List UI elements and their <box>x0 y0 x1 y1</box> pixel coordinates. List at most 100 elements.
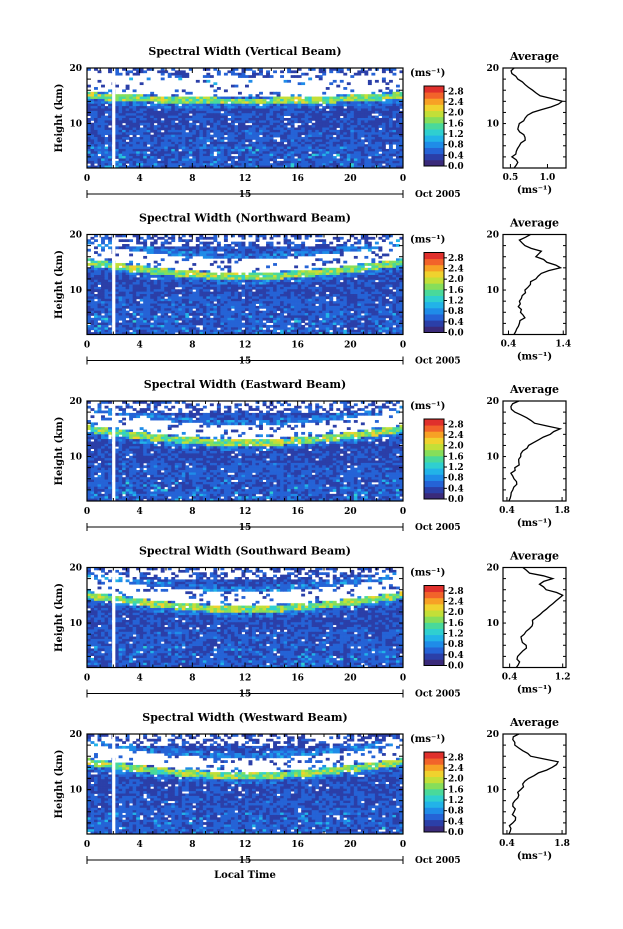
colorbar-segment <box>424 98 444 105</box>
heatmap-cell <box>325 141 330 145</box>
heatmap-cell <box>343 118 348 121</box>
heatmap-cell <box>339 101 344 105</box>
heatmap-cell <box>325 244 330 247</box>
heatmap-cell <box>87 132 91 136</box>
heatmap-cell <box>395 106 400 109</box>
heatmap-cell <box>399 70 404 74</box>
heatmap-cell <box>185 91 190 95</box>
heatmap-cell <box>336 151 341 155</box>
heatmap-cell <box>143 241 148 245</box>
heatmap-cell <box>357 279 362 283</box>
heatmap-cell <box>252 241 256 245</box>
heatmap-cell <box>185 137 190 140</box>
heatmap-cell <box>185 301 190 304</box>
heatmap-cell <box>227 153 232 157</box>
heatmap-cell <box>227 134 232 138</box>
heatmap-cell <box>136 303 141 307</box>
heatmap-cell <box>332 160 337 164</box>
heatmap-cell <box>202 122 207 126</box>
heatmap-cell <box>157 165 162 169</box>
heatmap-cell <box>192 103 197 107</box>
heatmap-cell <box>266 244 270 247</box>
heatmap-cell <box>125 279 130 283</box>
heatmap-cell <box>378 96 383 100</box>
heatmap-cell <box>283 106 288 109</box>
heatmap-cell <box>311 108 316 112</box>
heatmap-cell <box>280 251 285 254</box>
heatmap-cell <box>357 274 362 278</box>
heatmap-cell <box>329 144 334 147</box>
heatmap-cell <box>360 108 365 112</box>
heatmap-cell <box>167 146 172 150</box>
heatmap-cell <box>101 298 105 302</box>
heatmap-cell <box>90 301 95 304</box>
heatmap-cell <box>132 96 137 100</box>
heatmap-cell <box>181 153 186 157</box>
heatmap-cell <box>346 274 351 278</box>
heatmap-cell <box>94 141 98 145</box>
heatmap-cell <box>178 72 183 76</box>
heatmap-cell <box>174 303 179 307</box>
heatmap-cell <box>255 151 260 155</box>
heatmap-cell <box>336 165 341 169</box>
heatmap-cell <box>237 148 242 152</box>
heatmap-cell <box>220 156 225 159</box>
heatmap-cell <box>227 96 232 100</box>
heatmap-cell <box>150 289 155 293</box>
heatmap-cell <box>108 241 112 245</box>
heatmap-cell <box>343 96 348 100</box>
heatmap-cell <box>167 122 172 126</box>
heatmap-cell <box>94 129 98 133</box>
heatmap-cell <box>234 289 239 293</box>
heatmap-cell <box>227 272 232 276</box>
heatmap-cell <box>378 106 383 109</box>
heatmap-cell <box>125 134 130 138</box>
heatmap-cell <box>378 137 383 140</box>
heatmap-cell <box>213 127 218 131</box>
heatmap-cell <box>374 137 379 140</box>
heatmap-cell <box>104 267 109 271</box>
heatmap-cell <box>150 91 155 95</box>
heatmap-cell <box>164 110 169 114</box>
heatmap-cell <box>171 98 176 102</box>
heatmap-cell <box>202 303 207 307</box>
heatmap-cell <box>297 101 302 105</box>
heatmap-cell <box>353 282 358 285</box>
heatmap-cell <box>213 248 218 252</box>
heatmap-cell <box>311 110 316 114</box>
heatmap-cell <box>304 296 309 300</box>
heatmap-cell <box>178 239 183 243</box>
heatmap-cell <box>350 272 355 276</box>
heatmap-cell <box>283 270 288 273</box>
heatmap-cell <box>252 103 256 107</box>
heatmap-cell <box>160 115 165 119</box>
heatmap-cell <box>167 129 172 133</box>
heatmap-cell <box>97 115 102 119</box>
heatmap-cell <box>262 277 267 281</box>
heatmap-cell <box>118 101 123 105</box>
heatmap-cell <box>262 113 267 117</box>
heatmap-cell <box>139 70 144 74</box>
heatmap-cell <box>97 103 102 107</box>
colorbar-segment <box>424 153 444 161</box>
colorbar-tick-label: 0.0 <box>448 162 464 172</box>
heatmap-cell <box>125 298 130 302</box>
heatmap-cell <box>290 156 295 159</box>
heatmap-cell <box>118 277 123 281</box>
heatmap-cell <box>97 305 102 309</box>
heatmap-cell <box>206 165 211 169</box>
heatmap-cell <box>325 282 330 285</box>
heatmap-cell <box>115 234 119 238</box>
heatmap-cell <box>178 251 183 254</box>
heatmap-cell <box>385 101 390 105</box>
heatmap-cell <box>339 113 344 117</box>
heatmap-cell <box>374 148 379 152</box>
heatmap-cell <box>371 258 376 262</box>
heatmap-cell <box>132 305 137 309</box>
heatmap-cell <box>213 251 218 254</box>
heatmap-cell <box>336 68 341 71</box>
heatmap-cell <box>252 165 256 169</box>
heatmap-cell <box>336 144 341 147</box>
heatmap-cell <box>181 113 186 117</box>
heatmap-cell <box>378 246 383 250</box>
